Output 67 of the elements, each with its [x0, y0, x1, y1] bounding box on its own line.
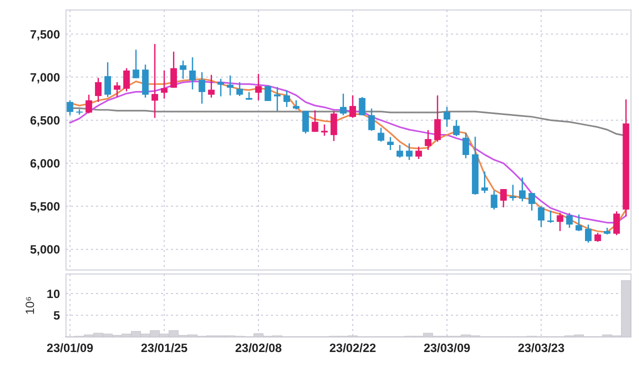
candlestick: [613, 210, 620, 236]
x-tick-label: 23/02/08: [235, 341, 282, 355]
candlestick: [378, 127, 384, 142]
y-tick-label: 6,000: [30, 156, 60, 170]
candlestick: [519, 176, 526, 202]
candlestick: [453, 120, 460, 137]
candlestick: [566, 212, 573, 228]
candlestick: [415, 146, 422, 160]
candlestick: [500, 188, 507, 208]
candlestick: [462, 132, 470, 159]
candlestick: [585, 224, 592, 244]
candlestick: [208, 74, 215, 98]
candlestick: [132, 49, 140, 79]
candlestick: [152, 43, 158, 119]
candlestick: [226, 74, 234, 96]
candlestick: [312, 110, 318, 132]
y-tick-label: 7,500: [30, 27, 60, 42]
candlestick: [528, 192, 536, 212]
candlestick: [255, 73, 262, 101]
candlestick: [538, 206, 544, 228]
candlestick: [180, 60, 186, 80]
candlestick: [321, 124, 328, 136]
y-tick-label: 6,500: [30, 113, 60, 128]
y-tick-label: 5,500: [30, 199, 60, 214]
candlestick: [86, 94, 92, 114]
candlestick: [66, 100, 74, 116]
candlestick: [406, 142, 413, 161]
y-tick-label: 5: [53, 308, 60, 322]
candlestick: [330, 110, 338, 142]
candlestick: [396, 144, 404, 158]
candlestick: [104, 62, 111, 98]
x-tick-label: 23/03/23: [518, 341, 565, 355]
candlestick: [340, 93, 347, 116]
candlestick: [481, 170, 488, 194]
candlestick: [424, 129, 432, 151]
candlestick: [302, 110, 309, 134]
candlestick: [274, 86, 281, 112]
candlestick: [114, 81, 120, 98]
candlestick: [556, 212, 564, 232]
candlestick: [444, 106, 450, 128]
candlestick: [349, 94, 356, 119]
candlestick: [490, 190, 498, 210]
candlestick: [217, 78, 224, 97]
candlestick: [434, 94, 441, 142]
x-tick-label: 23/02/22: [329, 341, 376, 355]
y-tick-label: 7,000: [30, 70, 60, 84]
x-tick-label: 23/03/09: [424, 341, 471, 355]
x-tick-label: 23/01/25: [140, 341, 188, 355]
candlestick: [547, 210, 554, 224]
candlestick: [292, 100, 300, 110]
candlestick: [160, 70, 168, 100]
candlestick: [189, 56, 196, 90]
y-tick-label: 10: [46, 286, 60, 301]
candlestick: [94, 77, 102, 103]
candlestick: [170, 51, 177, 88]
candlestick: [198, 72, 206, 104]
y-tick-label: 5,000: [30, 242, 60, 257]
candlestick: [510, 184, 516, 202]
candlestick: [368, 108, 375, 132]
candlestick: [387, 136, 394, 151]
candlestick: [236, 81, 243, 97]
candlestick: [576, 214, 582, 232]
candlestick: [358, 96, 366, 116]
y-axis-title: 10⁶: [23, 296, 37, 315]
x-tick-label: 23/01/09: [46, 341, 94, 355]
candlestick: [283, 90, 290, 108]
candlestick: [123, 68, 130, 92]
